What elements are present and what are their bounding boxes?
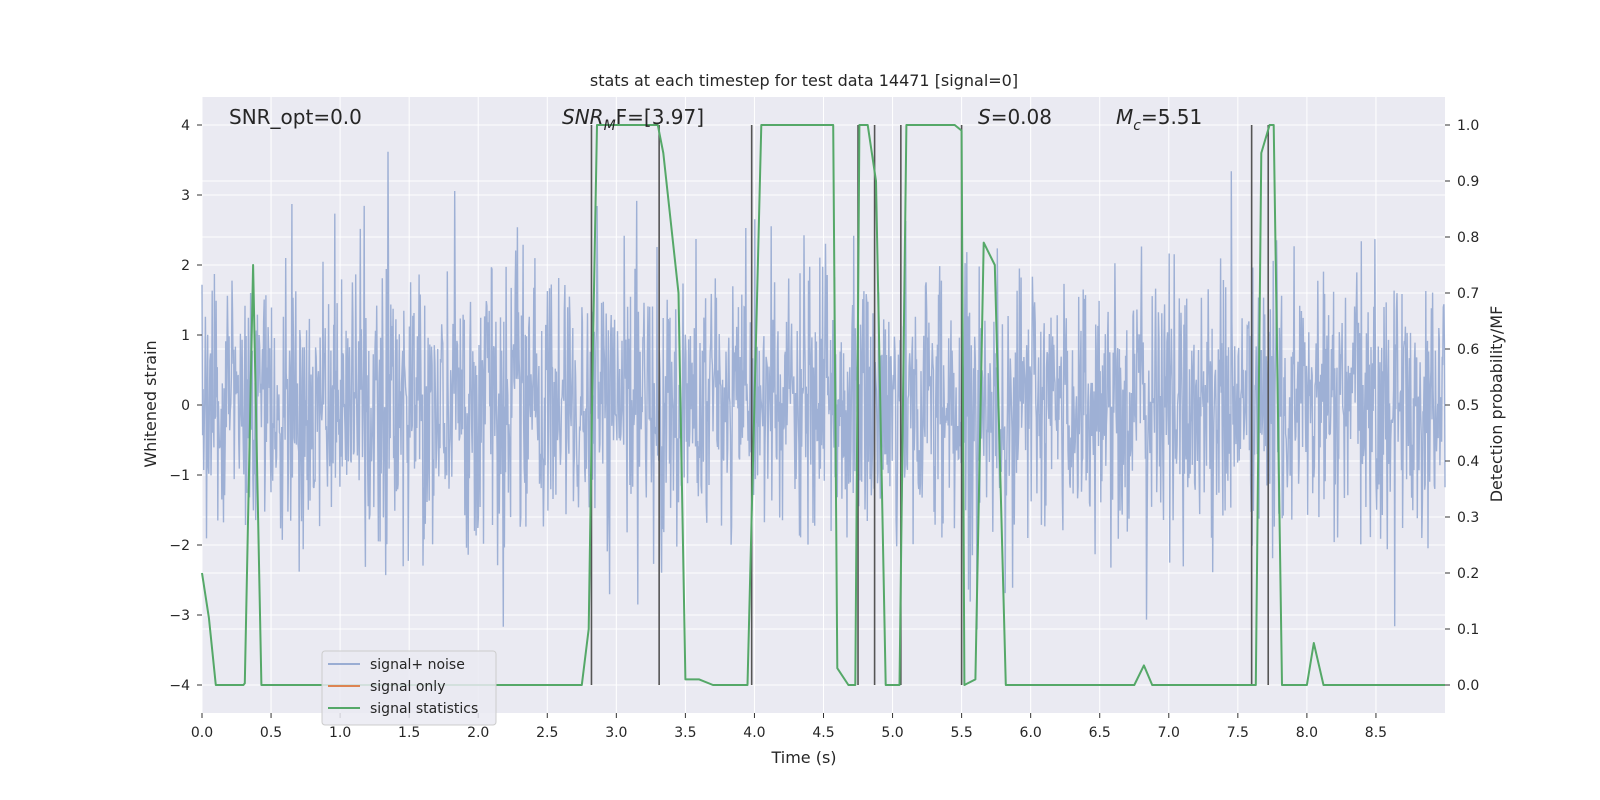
yl-tick-label-8: 4 (181, 118, 190, 134)
legend: signal+ noise signal only signal statist… (321, 650, 497, 726)
yr-tick-label-6: 0.6 (1457, 342, 1479, 358)
yr-tick-label-1: 0.1 (1457, 622, 1479, 638)
yr-tick-label-2: 0.2 (1457, 566, 1479, 582)
yl-tick-label-4: 0 (181, 398, 190, 414)
s-label: S (978, 105, 991, 129)
yl-tick-label-2: −2 (169, 538, 190, 554)
vertical-lines (590, 125, 1270, 685)
legend-label-noise: signal+ noise (370, 657, 465, 673)
snr-mf-sub: M (604, 118, 616, 134)
x-tick-label-0: 0.0 (191, 725, 213, 741)
legend-label-signal-only: signal only (370, 679, 445, 695)
mc-value: =5.51 (1141, 105, 1202, 129)
x-tick-label-9: 4.5 (812, 725, 834, 741)
x-tick-label-12: 6.0 (1020, 725, 1042, 741)
yl-tick-label-7: 3 (181, 188, 190, 204)
ticks: 0.0 0.5 1.0 1.5 2.0 2.5 3.0 3.5 4.0 4.5 5.0 5.5 6.0 6… (169, 118, 1479, 741)
yr-tick-label-8: 0.8 (1457, 230, 1479, 246)
yr-tick-label-7: 0.7 (1457, 286, 1479, 302)
x-tick-label-16: 8.0 (1296, 725, 1318, 741)
x-tick-label-4: 2.0 (467, 725, 489, 741)
yl-tick-label-6: 2 (181, 258, 190, 274)
x-tick-label-7: 3.5 (674, 725, 696, 741)
annotation-s: S=0.08 (978, 105, 1052, 129)
annotation-snr-mf: SNRMF=[3.97] (562, 105, 704, 134)
y-axis-label-right: Detection probability/MF (1487, 306, 1506, 503)
legend-box (321, 650, 497, 726)
yr-tick-label-9: 0.9 (1457, 174, 1479, 190)
yl-tick-label-3: −1 (169, 468, 190, 484)
snr-mf-base: SNR (562, 105, 604, 129)
yr-tick-label-3: 0.3 (1457, 510, 1479, 526)
noise-series (201, 151, 1446, 630)
annotation-snr-opt: SNR_opt=0.0 (229, 105, 362, 129)
yr-tick-label-0: 0.0 (1457, 678, 1479, 694)
x-tick-label-5: 2.5 (536, 725, 558, 741)
yl-tick-label-5: 1 (181, 328, 190, 344)
chart-title: stats at each timestep for test data 144… (590, 71, 1018, 90)
legend-label-statistics: signal statistics (370, 701, 478, 717)
x-tick-label-3: 1.5 (398, 725, 420, 741)
s-value: =0.08 (991, 105, 1052, 129)
x-tick-label-17: 8.5 (1365, 725, 1387, 741)
x-axis-label: Time (s) (770, 748, 836, 767)
annotation-mc: Mc=5.51 (1116, 105, 1202, 134)
x-tick-label-8: 4.0 (743, 725, 765, 741)
x-tick-label-10: 5.0 (881, 725, 903, 741)
x-tick-label-13: 6.5 (1089, 725, 1111, 741)
yl-tick-label-1: −3 (169, 608, 190, 624)
yr-tick-label-4: 0.4 (1457, 454, 1479, 470)
yl-tick-label-0: −4 (169, 678, 190, 694)
mc-base: M (1116, 105, 1133, 129)
x-tick-label-14: 7.0 (1158, 725, 1180, 741)
x-tick-label-2: 1.0 (329, 725, 351, 741)
x-tick-label-6: 3.0 (605, 725, 627, 741)
snr-mf-rest: F=[3.97] (616, 105, 704, 129)
series-signal-noise (201, 151, 1446, 630)
yr-tick-label-10: 1.0 (1457, 118, 1479, 134)
y-axis-label-left: Whitened strain (141, 340, 160, 467)
x-tick-label-1: 0.5 (260, 725, 282, 741)
x-tick-label-11: 5.5 (950, 725, 972, 741)
mc-sub: c (1133, 118, 1141, 134)
yr-tick-label-5: 0.5 (1457, 398, 1479, 414)
x-tick-label-15: 7.5 (1227, 725, 1249, 741)
